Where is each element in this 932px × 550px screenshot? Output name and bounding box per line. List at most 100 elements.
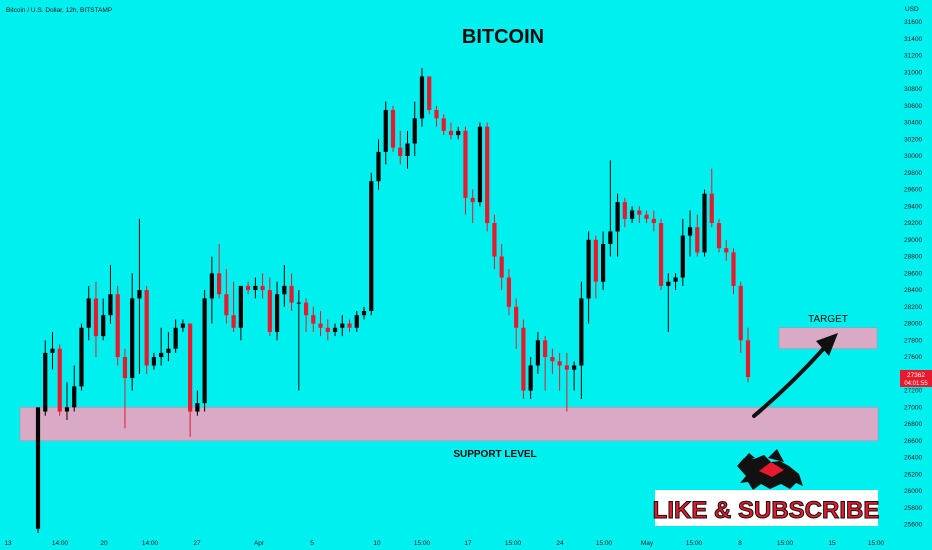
candle-body — [267, 290, 272, 332]
y-tick-label: 26600 — [904, 438, 922, 445]
candle — [724, 239, 729, 261]
x-tick-label: 24 — [556, 540, 564, 547]
candle-body — [369, 181, 374, 312]
candle-body — [419, 76, 425, 119]
candle-body — [57, 348, 62, 412]
candle — [253, 277, 258, 299]
bar-countdown: 04:01:55 — [904, 381, 928, 387]
candle-body — [398, 147, 403, 157]
candle-body — [506, 277, 512, 307]
candle-body — [615, 202, 620, 232]
candle-body — [79, 327, 84, 387]
candle-body — [745, 340, 751, 378]
candle — [347, 319, 352, 332]
candle — [332, 323, 338, 337]
x-tick-label: 27 — [193, 540, 201, 547]
x-tick-label: 13 — [4, 540, 12, 547]
x-tick-label: 17 — [464, 540, 472, 547]
y-tick-label: 27200 — [904, 388, 922, 395]
candle-body — [376, 151, 381, 182]
candle — [615, 193, 620, 257]
x-tick-label: 10 — [373, 540, 381, 547]
candle — [622, 197, 627, 228]
candle-body — [731, 252, 736, 286]
target-label: TARGET — [808, 314, 848, 325]
time-axis: 13 14:00 20 14:00 27 Apr 5 10 15:00 17 15:00 24 15:0… — [4, 540, 884, 547]
candle — [419, 68, 425, 127]
chart-title: BITCOIN — [462, 26, 544, 48]
candle — [173, 319, 178, 353]
candle-body — [579, 298, 584, 366]
candle — [72, 365, 77, 412]
candle — [202, 290, 207, 412]
candle — [79, 323, 84, 391]
candle — [521, 319, 526, 399]
x-tick-label: 14:00 — [52, 540, 69, 547]
symbol-info: Bitcoin / U.S. Dollar, 12h, BITSTAMP — [6, 7, 112, 14]
candle-body — [282, 285, 287, 295]
candle-body — [550, 357, 555, 362]
y-tick-label: 29400 — [904, 203, 922, 210]
candle-body — [188, 323, 193, 412]
candle-body — [108, 294, 113, 316]
candle — [637, 206, 642, 224]
candle — [64, 382, 70, 420]
candle — [666, 273, 671, 332]
candle — [716, 218, 722, 253]
candle — [340, 315, 345, 337]
candle-body — [354, 315, 359, 328]
candle — [687, 210, 693, 257]
candle-body — [122, 357, 128, 379]
candle-body — [253, 285, 258, 291]
candle — [151, 352, 157, 370]
y-tick-label: 26400 — [904, 455, 922, 462]
y-tick-label: 26000 — [904, 488, 922, 495]
x-tick-label: 15:00 — [414, 540, 431, 547]
candle-body — [514, 306, 519, 328]
y-tick-label: 27000 — [904, 404, 922, 411]
x-tick-label: 15:00 — [868, 540, 885, 547]
candle-body — [724, 248, 729, 253]
candle-body — [246, 285, 251, 291]
candle-body — [456, 130, 461, 136]
candle-body — [535, 340, 540, 366]
candle-body — [412, 118, 417, 144]
y-tick-label: 26200 — [904, 471, 922, 478]
candle — [651, 210, 656, 232]
candle — [144, 285, 149, 374]
candle-body — [521, 327, 526, 391]
candle-body — [151, 357, 157, 366]
candle — [217, 243, 222, 299]
candle — [709, 168, 714, 228]
candle-body — [709, 193, 714, 224]
candle — [738, 281, 743, 353]
x-tick-label: 15:00 — [686, 540, 703, 547]
candle-body — [644, 214, 649, 219]
candle — [390, 105, 396, 152]
candle — [238, 285, 243, 341]
candle-body — [702, 193, 707, 253]
candle-body — [738, 285, 743, 341]
candle-body — [347, 323, 352, 328]
x-tick-label: 15:00 — [777, 540, 794, 547]
candle — [318, 311, 323, 337]
candle — [695, 214, 700, 257]
candle — [180, 319, 185, 332]
candle — [506, 269, 512, 316]
candle — [564, 352, 569, 412]
candle — [289, 273, 294, 312]
y-tick-label: 30200 — [904, 136, 922, 143]
y-tick-label: 25800 — [904, 505, 922, 512]
y-tick-label: 28000 — [904, 321, 922, 328]
candle — [572, 361, 577, 391]
candle-body — [680, 235, 685, 278]
candle — [644, 210, 649, 224]
support-zone — [19, 407, 879, 442]
candle — [376, 139, 381, 190]
y-tick-label: 30800 — [904, 86, 922, 93]
candle-body — [50, 348, 55, 353]
candle — [535, 331, 540, 374]
candle-body — [93, 298, 99, 337]
bull-bear-logo — [737, 449, 803, 490]
